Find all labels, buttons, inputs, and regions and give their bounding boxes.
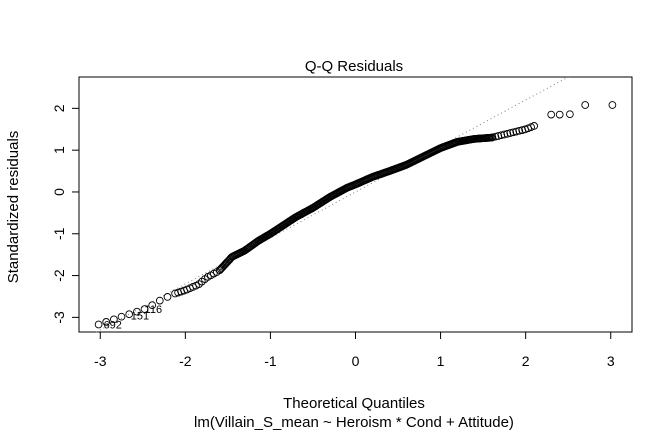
data-point: [506, 129, 515, 137]
y-tick-label: -2: [51, 269, 67, 282]
data-point: [512, 127, 521, 136]
data-point: [608, 101, 617, 109]
y-tick-label: 2: [51, 104, 67, 112]
y-axis-label: Standardized residuals: [5, 131, 22, 284]
plot-area-border: [78, 76, 633, 333]
data-point: [509, 128, 518, 137]
y-tick-label: -3: [51, 311, 67, 324]
data-point: [163, 293, 172, 301]
data-point: [581, 101, 590, 109]
x-tick-label: -2: [179, 353, 192, 369]
y-tick-label: -1: [51, 227, 67, 240]
data-point: [148, 301, 157, 310]
y-tick-label: 0: [51, 188, 67, 196]
x-tick-label: 2: [522, 353, 530, 369]
data-points-layer: [94, 101, 617, 329]
data-point: [110, 315, 118, 324]
data-point: [491, 132, 500, 141]
point-label: 692: [104, 319, 122, 331]
data-point: [117, 312, 126, 321]
data-point: [503, 129, 512, 138]
chart-title: Q-Q Residuals: [305, 58, 403, 75]
reference-line-layer: [96, 76, 569, 333]
y-tick-label: 1: [51, 146, 67, 154]
data-point: [94, 320, 103, 329]
point-label: 116: [145, 304, 163, 316]
data-point: [518, 126, 527, 134]
x-tick-label: 3: [607, 353, 615, 369]
point-label: 151: [131, 310, 149, 322]
y-axis: -3 -2 -1 0 1 2: [51, 104, 80, 324]
data-point: [555, 110, 564, 119]
x-axis-label: Theoretical Quantiles: [283, 395, 425, 412]
data-point: [155, 296, 164, 305]
data-point: [125, 310, 134, 319]
data-point: [140, 305, 149, 313]
x-tick-label: 0: [352, 353, 360, 369]
chart-subtitle: lm(Villain_S_mean ~ Heroism * Cond + Att…: [194, 414, 514, 431]
data-point: [566, 110, 574, 119]
qq-reference-line: [96, 76, 569, 333]
x-axis: -3 -2 -1 0 1 2 3: [94, 331, 615, 369]
data-point: [488, 133, 497, 142]
data-point: [497, 131, 506, 140]
data-point: [547, 110, 556, 119]
data-point: [494, 132, 503, 140]
data-point: [515, 126, 524, 135]
x-tick-label: 1: [437, 353, 445, 369]
data-point: [133, 307, 141, 316]
data-point: [530, 122, 538, 130]
x-tick-label: -1: [264, 353, 277, 369]
data-point: [102, 318, 111, 326]
x-tick-label: -3: [94, 353, 107, 369]
data-point: [500, 130, 509, 139]
